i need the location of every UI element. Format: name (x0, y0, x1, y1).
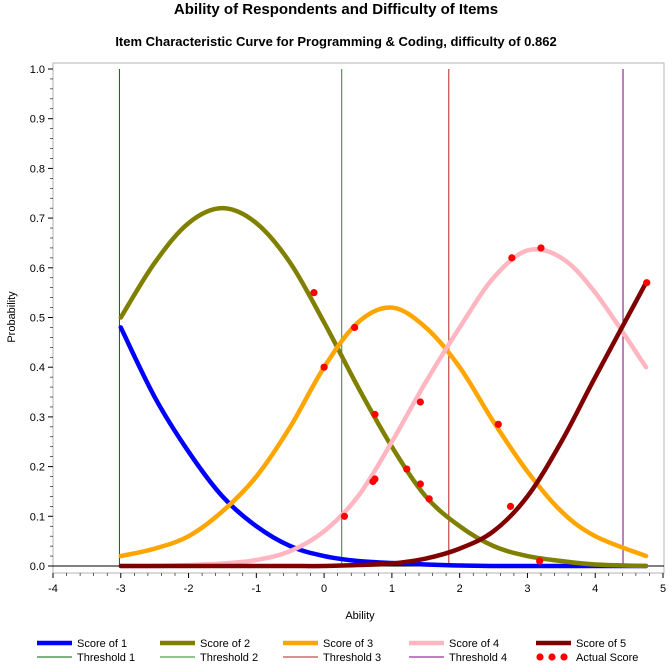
actual-score-point (320, 363, 328, 371)
x-tick-label: 5 (660, 583, 666, 595)
legend-label: Threshold 1 (77, 652, 135, 664)
actual-score-point (536, 557, 544, 565)
legend-label: Score of 2 (200, 638, 250, 650)
x-tick-label: -2 (184, 583, 194, 595)
y-tick-label: 0.7 (30, 213, 45, 225)
x-tick-label: 3 (524, 583, 530, 595)
actual-score-point (371, 475, 379, 483)
actual-score-point (508, 254, 516, 262)
actual-score-point (351, 323, 359, 332)
legend-label: Actual Score (576, 652, 638, 664)
series-line-score-3 (118, 305, 649, 559)
x-tick-label: 1 (389, 583, 395, 595)
legend-swatch-actual-score (560, 653, 568, 661)
legend-label: Threshold 3 (323, 652, 381, 664)
x-tick-label: 0 (321, 583, 327, 595)
actual-score-point (340, 512, 349, 520)
x-tick-label: 2 (457, 583, 463, 595)
y-tick-label: 1.0 (30, 64, 45, 76)
legend-label: Threshold 4 (449, 652, 507, 664)
y-tick-label: 0.5 (30, 313, 45, 325)
actual-score-point (643, 279, 651, 287)
x-tick-label: -4 (48, 583, 58, 595)
legend-label: Score of 3 (323, 638, 373, 650)
legend-label: Score of 1 (77, 638, 127, 650)
actual-score-point (425, 495, 433, 503)
y-tick-label: 0.1 (30, 511, 45, 523)
actual-score-point (371, 410, 379, 419)
y-tick-label: 0.2 (30, 462, 45, 474)
legend-swatch-actual-score (548, 653, 556, 661)
x-tick-label: 4 (592, 583, 598, 595)
y-tick-label: 0.6 (30, 263, 45, 275)
y-tick-label: 0.4 (30, 362, 45, 374)
chart-subtitle: Item Characteristic Curve for Programmin… (115, 34, 556, 49)
actual-score-point (310, 289, 318, 297)
chart-title: Ability of Respondents and Difficulty of… (174, 1, 498, 18)
actual-score-point (403, 465, 411, 473)
actual-score-point (506, 502, 515, 510)
series-line-score-5 (118, 280, 649, 569)
y-tick-label: 0.0 (30, 561, 45, 573)
y-tick-label: 0.8 (30, 163, 45, 175)
x-axis-label: Ability (345, 610, 375, 622)
legend-label: Score of 4 (449, 638, 499, 650)
legend-label: Score of 5 (576, 638, 626, 650)
y-axis-label: Probability (6, 291, 18, 343)
legend-swatch-actual-score (536, 653, 544, 661)
legend-label: Threshold 2 (200, 652, 258, 664)
x-tick-label: -3 (116, 583, 126, 595)
legend: Score of 1 Score of 2 Score of 3 Score of 4… (37, 638, 638, 664)
y-tick-label: 0.9 (30, 114, 45, 126)
x-tick-label: -1 (251, 583, 261, 595)
actual-score-point (494, 420, 502, 428)
series-line-score-1 (118, 325, 649, 569)
actual-score-point (416, 398, 424, 406)
y-tick-label: 0.3 (30, 412, 45, 424)
actual-score-point (537, 244, 545, 252)
actual-score-point (416, 480, 424, 488)
